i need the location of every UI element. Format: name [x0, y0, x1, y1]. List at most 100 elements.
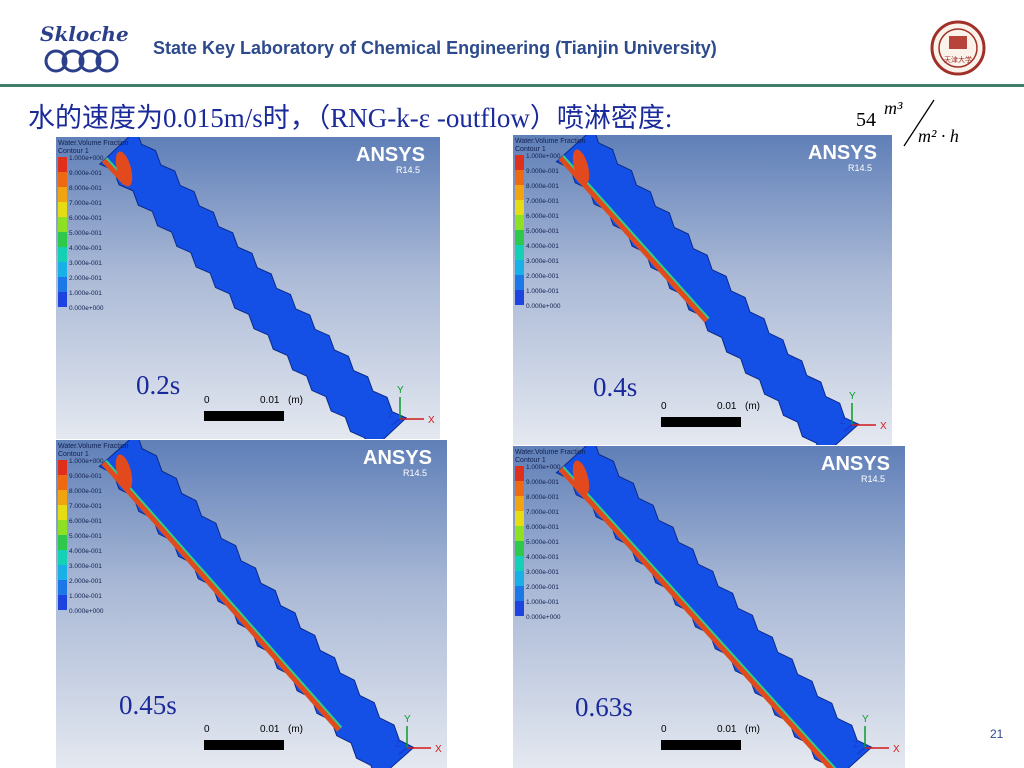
legend-swatch: [515, 185, 524, 200]
liquid-film: [101, 461, 341, 732]
legend-swatch: [58, 580, 67, 595]
legend-swatch: [515, 215, 524, 230]
legend-swatch: [515, 155, 524, 170]
legend-swatch: [515, 601, 524, 616]
legend-value: 1.000e+000: [526, 153, 561, 160]
logo-rings-icon: [44, 49, 119, 73]
logo-text: Skloche: [40, 22, 129, 46]
axis-y-label: Y: [862, 714, 869, 725]
legend-value: 5.000e-001: [69, 533, 102, 540]
legend-swatch: [58, 535, 67, 550]
legend-value: 4.000e-001: [526, 243, 559, 250]
legend-swatch: [515, 556, 524, 571]
legend-value: 1.000e-001: [69, 290, 102, 297]
time-label-1: 0.2s: [136, 370, 181, 400]
legend-value: 7.000e-001: [526, 509, 559, 516]
legend-swatch: [515, 200, 524, 215]
legend-swatch: [58, 475, 67, 490]
formula-denominator: m² · h: [918, 126, 959, 146]
legend-value: 7.000e-001: [526, 198, 559, 205]
time-label-3: 0.45s: [119, 690, 177, 720]
time-label-2: 0.4s: [593, 372, 638, 402]
legend-value: 8.000e-001: [69, 185, 102, 192]
legend-swatch: [58, 520, 67, 535]
legend-value: 4.000e-001: [526, 554, 559, 561]
legend-value: 9.000e-001: [69, 170, 102, 177]
page-number: 21: [990, 727, 1004, 741]
legend-value: 0.000e+000: [69, 305, 104, 312]
legend-value: 1.000e+000: [69, 458, 104, 465]
scale-value: 0.01: [717, 724, 737, 735]
time-label-4: 0.63s: [575, 692, 633, 722]
legend-value: 4.000e-001: [69, 548, 102, 555]
legend-value: 3.000e-001: [69, 563, 102, 570]
legend-value: 9.000e-001: [526, 168, 559, 175]
scale-value: 0.01: [260, 395, 280, 406]
legend-swatch: [58, 490, 67, 505]
axis-z-label: Z: [853, 739, 859, 749]
legend-value: 3.000e-001: [526, 258, 559, 265]
ansys-version: R14.5: [396, 165, 420, 175]
legend-swatch: [58, 157, 67, 172]
legend-swatch: [58, 277, 67, 292]
axis-y-label: Y: [404, 714, 411, 725]
axis-z-line: [843, 424, 853, 432]
legend-swatch: [515, 170, 524, 185]
legend-swatch: [515, 290, 524, 305]
legend-swatch: [58, 217, 67, 232]
legend-swatch: [58, 232, 67, 247]
legend-swatch: [58, 202, 67, 217]
legend-subtitle: Contour 1: [515, 146, 546, 153]
skloche-logo: Skloche: [40, 22, 129, 76]
legend-value: 5.000e-001: [526, 228, 559, 235]
legend-swatch: [515, 526, 524, 541]
legend-value: 0.000e+000: [526, 303, 561, 310]
liquid-inlet: [115, 454, 133, 490]
axis-z-line: [398, 747, 408, 755]
simulation-panel-1: Water.Volume Fraction Contour 1 1.000e+000…: [56, 137, 440, 439]
legend-value: 7.000e-001: [69, 200, 102, 207]
axis-x-label: X: [428, 415, 435, 426]
scale-unit: (m): [745, 401, 760, 412]
scale-zero: 0: [204, 395, 210, 406]
legend-value: 1.000e-001: [526, 599, 559, 606]
legend-swatch: [58, 262, 67, 277]
axis-x-label: X: [893, 744, 900, 755]
scale-bar: [661, 417, 741, 427]
scale-zero: 0: [204, 724, 210, 735]
legend-value: 0.000e+000: [69, 608, 104, 615]
simulation-panel-4: Water.Volume Fraction Contour 1 1.000e+000…: [513, 446, 905, 768]
legend-value: 6.000e-001: [526, 213, 559, 220]
legend-swatch: [58, 187, 67, 202]
legend-swatch: [58, 595, 67, 610]
legend-swatch: [58, 460, 67, 475]
scale-zero: 0: [661, 724, 667, 735]
scale-value: 0.01: [717, 401, 737, 412]
axis-z-line: [856, 747, 866, 755]
legend-value: 6.000e-001: [69, 518, 102, 525]
legend-value: 7.000e-001: [69, 503, 102, 510]
liquid-film: [558, 467, 834, 768]
legend-value: 0.000e+000: [526, 614, 561, 621]
legend-value: 6.000e-001: [69, 215, 102, 222]
scale-unit: (m): [288, 395, 303, 406]
legend-swatch: [58, 550, 67, 565]
legend-value: 1.000e-001: [526, 288, 559, 295]
ansys-version: R14.5: [403, 468, 427, 478]
scale-bar: [204, 740, 284, 750]
legend-value: 2.000e-001: [69, 578, 102, 585]
column-channel: [98, 137, 408, 439]
legend-value: 8.000e-001: [69, 488, 102, 495]
legend-value: 5.000e-001: [69, 230, 102, 237]
legend-swatch: [515, 466, 524, 481]
axis-z-label: Z: [388, 410, 394, 420]
legend-swatch: [58, 292, 67, 307]
legend-swatch: [515, 571, 524, 586]
ansys-logo: ANSYS: [363, 447, 432, 469]
legend-swatch: [515, 481, 524, 496]
legend-value: 2.000e-001: [526, 273, 559, 280]
legend-value: 3.000e-001: [526, 569, 559, 576]
